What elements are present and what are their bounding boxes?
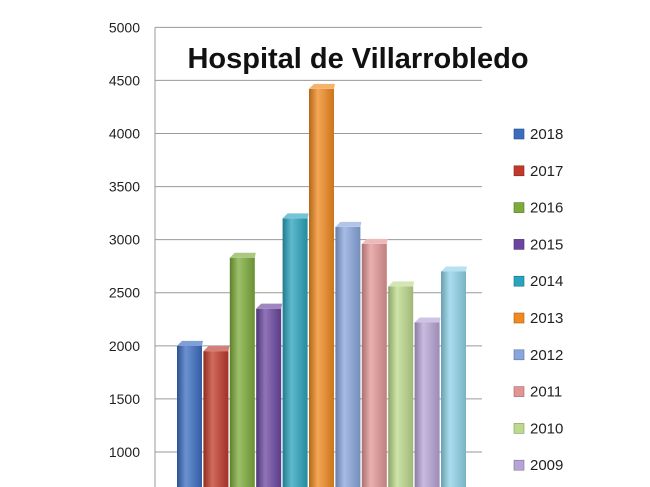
bar-2016 (229, 252, 256, 487)
legend-label: 2016 (530, 200, 563, 217)
bar-2012 (335, 221, 362, 487)
bar-top (309, 83, 335, 89)
bar-2009 (414, 317, 441, 487)
y-tick-label: 3500 (109, 179, 140, 195)
legend-item-2015: 2015 (513, 236, 563, 253)
bar-top (361, 238, 388, 244)
bar-top (256, 303, 283, 309)
y-tick-label: 1000 (109, 444, 140, 460)
legend-item-2013: 2013 (513, 310, 563, 327)
bar-face (256, 308, 282, 487)
bar-face (361, 243, 387, 487)
y-axis-ticks: 1000 1500 2000 2500 3000 3500 4000 4500 5000 (109, 19, 140, 460)
bar-top (441, 266, 467, 272)
bar-face (388, 286, 414, 487)
y-tick-label: 4000 (109, 125, 140, 141)
y-tick-label: 1500 (109, 391, 140, 407)
legend-swatch (513, 312, 525, 324)
legend-item-2009: 2009 (513, 457, 563, 474)
bar-2011 (361, 238, 388, 487)
legend-label: 2010 (530, 420, 563, 437)
bar-top (388, 281, 415, 287)
legend: 2018 2017 2016 2015 2014 2013 2012 2011 2010 2009 (513, 126, 563, 474)
legend-label: 2009 (530, 457, 563, 474)
y-tick-label: 2500 (109, 285, 140, 301)
bar-top (177, 340, 203, 346)
legend-item-2011: 2011 (513, 384, 562, 401)
y-tick-label: 5000 (109, 19, 140, 35)
bar-2010 (388, 281, 415, 487)
legend-item-2017: 2017 (513, 163, 563, 180)
bar-2015 (256, 303, 283, 487)
legend-swatch (513, 239, 525, 250)
bar-face (177, 345, 202, 487)
legend-label: 2014 (530, 273, 563, 290)
y-tick-label: 4500 (109, 72, 140, 88)
legend-label: 2012 (530, 347, 563, 364)
legend-label: 2017 (530, 163, 563, 180)
bars (177, 83, 467, 487)
bar-face (441, 271, 466, 487)
legend-swatch (513, 202, 525, 213)
bar-face (309, 88, 334, 487)
bar-face (335, 226, 361, 487)
bar-face (282, 218, 308, 487)
bar-face (414, 322, 440, 487)
legend-item-2014: 2014 (513, 273, 563, 290)
bar-2017 (203, 346, 230, 487)
legend-label: 2013 (530, 310, 563, 327)
bar-2018 (177, 340, 203, 487)
legend-item-2018: 2018 (513, 126, 563, 143)
y-tick-label: 3000 (109, 232, 140, 248)
legend-item-2012: 2012 (513, 347, 563, 364)
bar-face (229, 257, 255, 487)
legend-swatch (513, 423, 525, 434)
y-tick-label: 2000 (109, 338, 140, 354)
bar-top (414, 317, 441, 323)
legend-swatch (513, 165, 525, 177)
bar-2014 (282, 213, 309, 487)
bar-top (203, 346, 230, 352)
legend-label: 2018 (530, 126, 563, 143)
bar-face (203, 351, 229, 487)
legend-item-2010: 2010 (513, 420, 563, 437)
bar-top (229, 252, 256, 258)
bar-2013 (309, 83, 335, 487)
legend-swatch (513, 128, 525, 140)
legend-swatch (513, 349, 525, 361)
bar-extra (441, 266, 467, 487)
legend-item-2016: 2016 (513, 200, 563, 217)
bar-top (335, 221, 362, 227)
legend-swatch (513, 459, 525, 471)
legend-label: 2011 (530, 384, 562, 401)
chart-title: Hospital de Villarrobledo (187, 43, 528, 75)
legend-swatch (513, 386, 525, 397)
legend-swatch (513, 275, 525, 287)
legend-label: 2015 (530, 236, 563, 253)
bar-top (282, 213, 309, 219)
